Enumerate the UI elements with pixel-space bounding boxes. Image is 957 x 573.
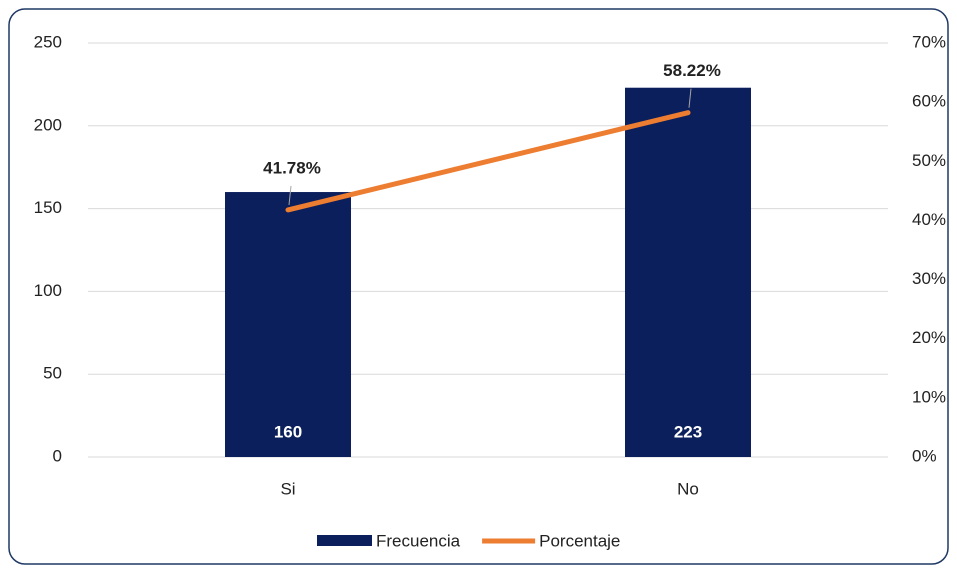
y-tick-label: 250	[34, 32, 62, 51]
x-tick-label: No	[677, 479, 699, 498]
bar	[625, 87, 751, 457]
line	[285, 110, 691, 213]
label-leader	[688, 88, 692, 108]
x-tick-label: Si	[280, 479, 295, 498]
bar-value-label: 160	[274, 422, 302, 441]
y2-tick-label: 60%	[912, 92, 946, 111]
y-tick-label: 50	[43, 364, 62, 383]
y2-tick-label: 70%	[912, 32, 946, 51]
chart-frame	[8, 8, 949, 565]
label-leader	[288, 185, 292, 205]
y2-tick-label: 10%	[912, 387, 946, 406]
y2-tick-label: 30%	[912, 269, 946, 288]
y-tick-label: 100	[34, 281, 62, 300]
y-tick-label: 150	[34, 198, 62, 217]
y2-tick-label: 0%	[912, 446, 937, 465]
line-value-label: 58.22%	[663, 61, 721, 80]
legend-swatch	[317, 535, 372, 546]
legend-label: Frecuencia	[376, 531, 461, 550]
line-value-label: 41.78%	[263, 158, 321, 177]
bar	[225, 192, 351, 458]
y2-tick-label: 20%	[912, 328, 946, 347]
bar-value-label: 223	[674, 422, 702, 441]
y-tick-label: 200	[34, 115, 62, 134]
y2-tick-label: 40%	[912, 210, 946, 229]
legend-label: Porcentaje	[539, 531, 620, 550]
y2-tick-label: 50%	[912, 151, 946, 170]
y-tick-label: 0	[53, 446, 62, 465]
